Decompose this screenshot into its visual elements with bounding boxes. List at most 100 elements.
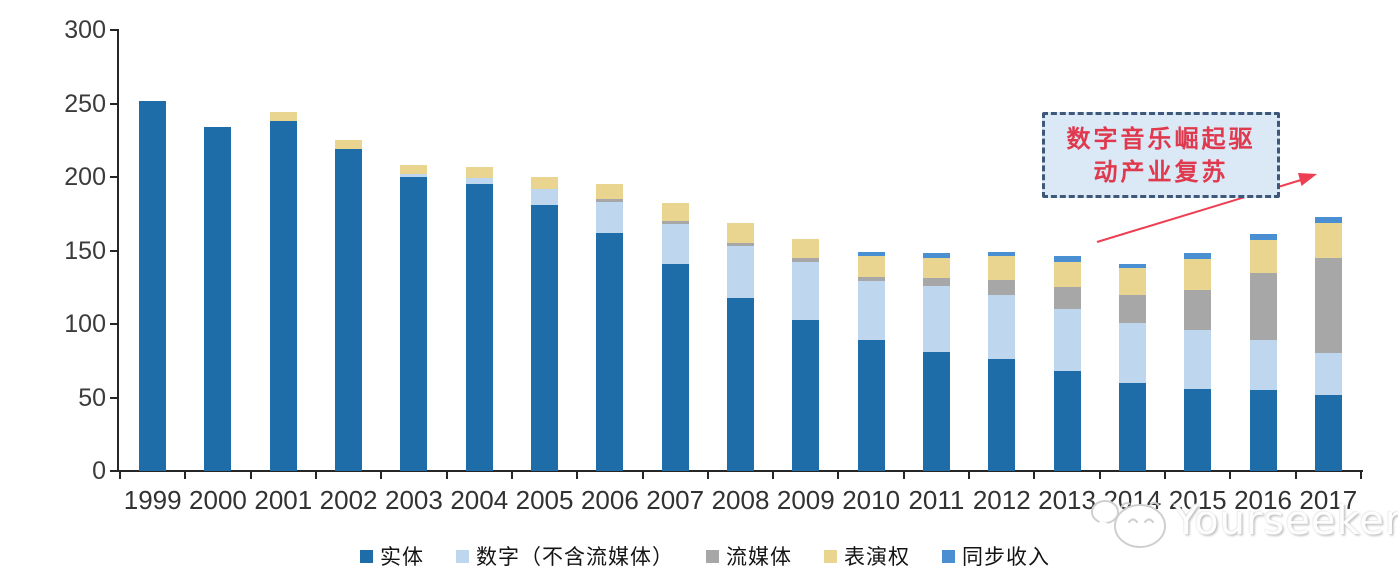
bar-segment [1249,272,1277,341]
bar-segment [792,238,820,258]
bar-segment [727,222,754,244]
bar-segment [727,243,754,247]
x-tick [184,472,187,479]
bar-segment [204,127,232,471]
mascot-face-icon [1091,500,1166,548]
bar-2003 [400,30,428,471]
y-tick [110,176,118,178]
bar-2017 [1314,30,1342,471]
bar-segment [792,262,820,320]
bar-segment [1184,290,1212,330]
bar-segment [1314,216,1342,223]
bar-segment [661,203,689,222]
bar-segment [857,281,885,341]
bar-segment [400,177,428,471]
bar-segment [1314,353,1342,395]
bar-segment [531,177,559,189]
bar-segment [400,174,428,177]
y-tick [110,102,118,105]
x-axis-label: 2011 [908,485,965,515]
bar-segment [1053,287,1081,310]
bar-2006 [596,30,624,471]
x-tick [445,472,448,479]
annotation-callout-box: 数字音乐崛起驱 动产业复苏 [1042,112,1280,198]
bar-segment [1249,390,1277,471]
watermark-text: Yourseeker [1174,498,1398,544]
annotation-text-line1: 数字音乐崛起驱 [1066,124,1256,153]
x-tick [641,472,644,479]
bar-segment [1249,240,1277,273]
bar-2016 [1249,30,1277,471]
bar-segment [596,232,624,471]
legend-swatch [824,549,837,563]
x-tick [380,472,383,479]
x-axis-label: 2010 [842,485,901,515]
bar-segment [1118,382,1146,471]
bar-segment [1053,262,1081,288]
bar-segment [922,285,950,352]
x-axis-label: 2004 [450,485,509,515]
x-axis-label: 2003 [384,485,443,515]
bar-segment [465,178,493,185]
x-axis-label: 2002 [319,485,378,515]
bar-segment [465,184,493,471]
legend-label: 同步收入 [962,545,1050,569]
bar-segment [139,100,167,471]
x-tick [1294,472,1297,479]
bar-segment [988,256,1016,280]
bar-segment [661,263,689,471]
bar-segment [1249,234,1277,241]
x-axis-label: 2012 [972,485,1031,515]
y-tick-label: 300 [64,16,106,44]
bar-segment [922,351,950,471]
bar-segment [857,340,885,471]
bar-segment [465,166,493,179]
bar-segment [988,251,1016,257]
bar-segment [1184,388,1212,471]
y-tick [110,396,118,399]
x-tick [1033,472,1036,479]
bar-segment [531,188,559,205]
bar-2014 [1118,30,1146,471]
bar-segment [1184,329,1212,389]
bar-segment [1249,340,1277,391]
bar-segment [335,140,363,150]
legend-swatch [360,549,373,563]
bar-segment [857,276,885,282]
bar-segment [988,294,1016,360]
bar-segment [661,224,689,264]
bar-2002 [335,30,363,471]
x-tick [837,472,840,479]
y-tick [110,249,118,252]
bar-segment [792,319,820,471]
x-axis-label: 2016 [1234,485,1292,515]
bar-2012 [988,30,1016,471]
legend-item: 同步收入 [942,541,1050,571]
bar-segment [596,184,624,200]
bar-segment [661,221,689,225]
bar-segment [1314,394,1342,471]
y-tick-label: 0 [92,457,106,485]
bar-segment [857,251,885,257]
bar-segment [400,165,428,175]
y-tick-label: 100 [64,310,106,338]
bar-segment [1053,309,1081,372]
legend-label: 表演权 [844,545,910,569]
bar-segment [1118,322,1146,383]
bar-2015 [1184,30,1212,471]
x-axis-label: 2015 [1168,485,1227,515]
x-tick [1164,472,1167,479]
legend-label: 流媒体 [726,545,792,569]
bar-segment [922,253,950,258]
x-tick [1098,472,1101,479]
bar-2013 [1053,30,1081,471]
y-tick [110,29,118,31]
bar-segment [1053,256,1081,263]
x-axis-label: 2007 [646,485,705,515]
x-axis-label: 2017 [1299,485,1358,515]
annotation-text-line2: 动产业复苏 [1093,157,1229,186]
bar-2009 [792,30,820,471]
bar-2004 [465,30,493,471]
x-axis-label: 2009 [776,485,835,515]
